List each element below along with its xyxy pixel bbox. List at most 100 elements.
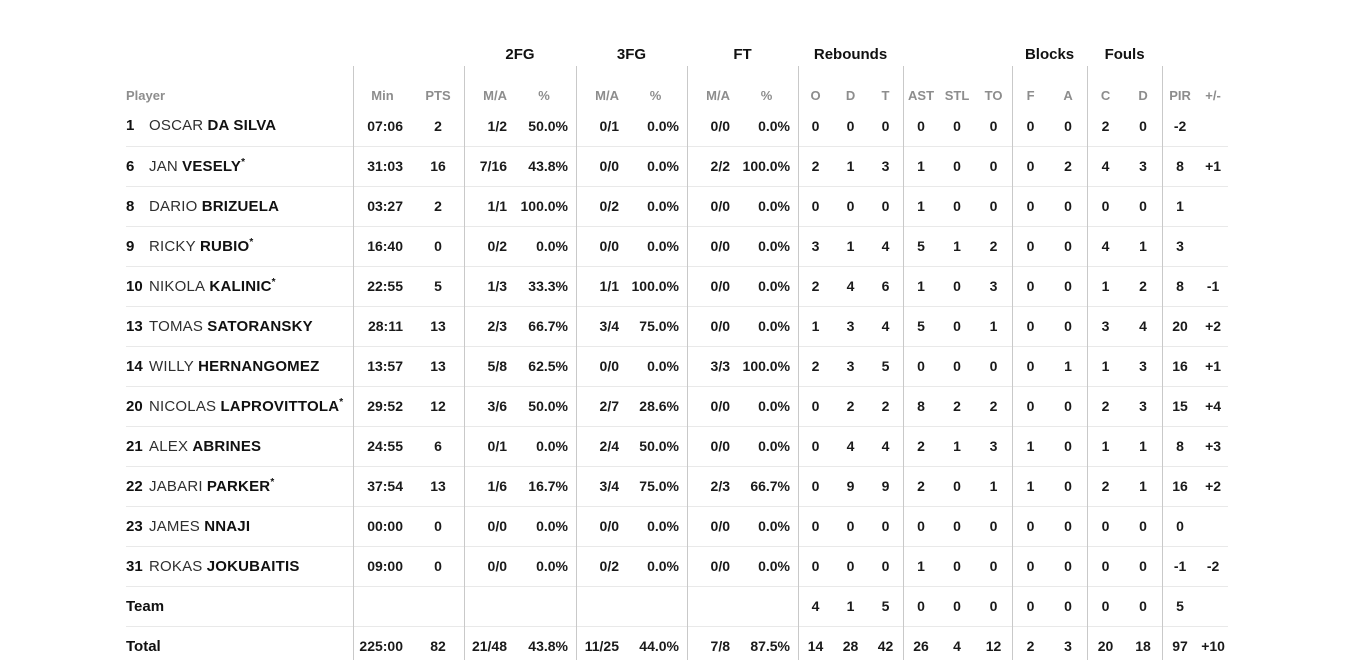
stat-min: 07:06 [367, 117, 403, 134]
col-header-3fg-pct: % [649, 88, 662, 103]
stat-blk-a: 0 [1064, 117, 1072, 134]
stat-min: 29:52 [367, 398, 403, 414]
stat-3fg-ma: 0/0 [599, 518, 619, 534]
player-first-name: OSCAR [149, 117, 204, 135]
stat-ast: 2 [917, 478, 925, 494]
col-header-reb-d: D [845, 88, 856, 103]
stat-to: 0 [989, 158, 998, 174]
stat-reb-d: 3 [846, 358, 855, 374]
stat-reb-o: 2 [811, 158, 820, 174]
player-row: 13 TOMAS SATORANSKY 28:11 13 2/3 66.7% 3/4 75.0… [126, 306, 1229, 346]
stat-ast: 0 [917, 598, 925, 614]
stat-blk-a: 1 [1064, 358, 1072, 374]
stat-to: 0 [989, 558, 998, 574]
stat-pts: 0 [434, 518, 442, 534]
group-header-3fg: 3FG [616, 45, 647, 63]
stat-pir: 16 [1172, 358, 1188, 374]
stat-reb-t: 0 [881, 518, 890, 534]
stat-foul-c: 0 [1101, 598, 1110, 614]
stat-pts: 13 [430, 358, 446, 374]
player-first-name: WILLY [149, 357, 194, 375]
stat-ast: 1 [917, 278, 925, 294]
starter-asterisk: * [270, 477, 275, 488]
stat-min: 22:55 [367, 278, 403, 294]
stat-3fg-ma: 0/1 [599, 117, 619, 134]
stat-2fg-pct: 43.8% [528, 158, 568, 174]
column-divider [1012, 66, 1013, 660]
player-name-cell: 23 JAMES NNAJI [126, 506, 353, 546]
stat-plus-minus: +3 [1205, 438, 1222, 454]
column-divider [798, 66, 799, 660]
stat-3fg-ma: 0/0 [599, 238, 619, 254]
stat-reb-o: 0 [811, 438, 820, 454]
stat-blk-a: 0 [1064, 478, 1072, 494]
stat-blk-f: 0 [1026, 318, 1035, 334]
stat-3fg-pct: 75.0% [639, 478, 679, 494]
stat-3fg-pct: 0.0% [647, 238, 679, 254]
stat-pts: 82 [430, 638, 446, 655]
stat-reb-t: 0 [881, 558, 890, 574]
starter-asterisk: * [271, 277, 276, 288]
column-divider [576, 66, 577, 660]
player-jersey-number: 31 [126, 557, 143, 575]
stat-reb-d: 4 [846, 438, 855, 454]
stat-2fg-pct: 50.0% [528, 398, 568, 414]
stat-min: 00:00 [367, 518, 403, 534]
stat-3fg-pct: 28.6% [639, 398, 679, 414]
stat-ast: 0 [917, 117, 925, 134]
stat-min: 37:54 [367, 478, 403, 494]
stat-ft-pct: 100.0% [742, 158, 791, 174]
stat-3fg-pct [624, 586, 687, 626]
stat-foul-c: 4 [1101, 158, 1110, 174]
stat-ft-pct: 0.0% [758, 518, 791, 534]
stat-ft-ma: 0/0 [710, 278, 730, 294]
stat-stl: 0 [953, 478, 961, 494]
stat-to: 0 [989, 518, 998, 534]
stat-blk-f: 0 [1026, 238, 1035, 254]
group-header-2fg: 2FG [505, 45, 535, 63]
group-header-rebounds: Rebounds [813, 45, 888, 63]
player-last-name: RUBIO [200, 238, 250, 255]
player-jersey-number: 8 [126, 197, 135, 215]
stat-foul-c: 2 [1101, 398, 1110, 414]
stat-blk-f: 0 [1026, 278, 1035, 294]
col-header-foul-d: D [1138, 88, 1148, 103]
stat-2fg-ma: 0/2 [487, 238, 507, 254]
stat-blk-f: 2 [1026, 638, 1035, 655]
player-last-name: PARKER [206, 478, 271, 495]
stat-2fg-pct [512, 586, 576, 626]
stat-reb-o: 0 [811, 518, 820, 534]
stat-foul-c: 2 [1101, 478, 1110, 494]
stat-reb-d: 1 [846, 598, 855, 614]
stat-plus-minus: +1 [1205, 358, 1222, 374]
player-row: 10 NIKOLA KALINIC* 22:55 5 1/3 33.3% 1/1 100.0%… [126, 266, 1229, 306]
player-last-name: HERNANGOMEZ [198, 357, 320, 375]
stat-ft-ma: 0/0 [710, 198, 730, 214]
stat-reb-t: 6 [881, 278, 890, 294]
stat-reb-o: 0 [811, 117, 820, 134]
player-first-name: JAN [149, 158, 178, 175]
stat-2fg-ma: 21/48 [471, 638, 507, 655]
stat-3fg-ma: 0/0 [599, 158, 619, 174]
stat-foul-d: 2 [1139, 278, 1147, 294]
stat-reb-t: 2 [881, 398, 890, 414]
stat-reb-d: 9 [846, 478, 855, 494]
player-jersey-number: 13 [126, 317, 143, 335]
player-last-name: DA SILVA [207, 117, 277, 135]
stat-blk-a: 0 [1064, 198, 1072, 214]
starter-asterisk: * [241, 157, 246, 168]
stat-pir: 15 [1172, 398, 1188, 414]
stat-reb-t: 42 [877, 638, 894, 655]
stat-plus-minus: +2 [1205, 318, 1222, 334]
stat-reb-d: 4 [846, 278, 855, 294]
stat-to: 12 [985, 638, 1002, 655]
stat-2fg-ma: 1/2 [487, 117, 507, 134]
stat-foul-d: 1 [1139, 478, 1147, 494]
stat-ft-pct: 0.0% [758, 318, 791, 334]
player-row: 9 RICKY RUBIO* 16:40 0 0/2 0.0% 0/0 0.0% 0/0 0.0%… [126, 226, 1229, 266]
stat-ft-ma [687, 586, 735, 626]
stat-foul-d: 1 [1139, 438, 1147, 454]
stat-pts: 6 [434, 438, 442, 454]
stat-3fg-pct: 0.0% [647, 518, 679, 534]
